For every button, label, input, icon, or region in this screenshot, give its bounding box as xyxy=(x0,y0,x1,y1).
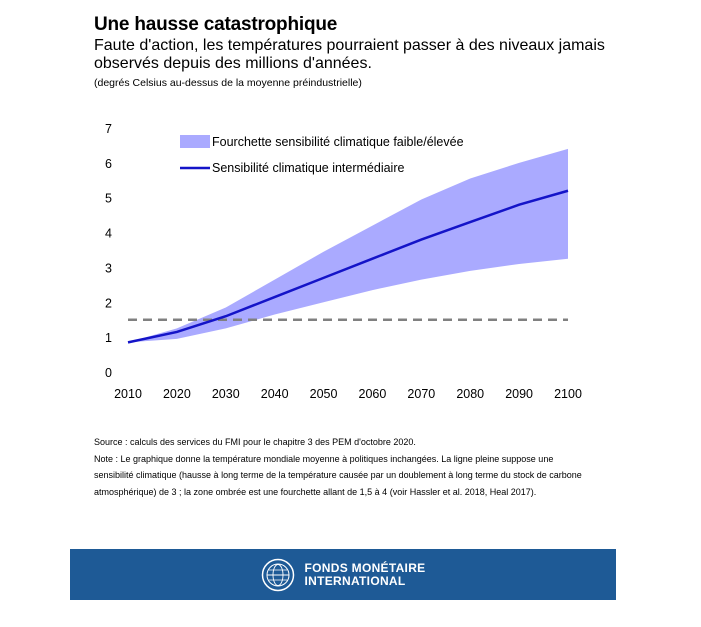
y-tick-label: 1 xyxy=(105,331,112,345)
x-tick-label: 2070 xyxy=(407,387,435,401)
y-tick-label: 7 xyxy=(105,122,112,136)
x-tick-label: 2090 xyxy=(505,387,533,401)
y-tick-label: 4 xyxy=(105,227,112,241)
chart-title: Une hausse catastrophique xyxy=(94,14,338,35)
source-note: Source : calculs des services du FMI pou… xyxy=(94,437,416,447)
unit-label: (degrés Celsius au-dessus de la moyenne … xyxy=(94,77,362,89)
x-tick-label: 2010 xyxy=(114,387,142,401)
imf-seal-icon xyxy=(261,558,294,591)
y-tick-label: 5 xyxy=(105,192,112,206)
legend-label-band: Fourchette sensibilité climatique faible… xyxy=(212,135,464,149)
chart-subtitle: Faute d'action, les températures pourrai… xyxy=(94,37,605,72)
y-tick-label: 3 xyxy=(105,261,112,275)
sensitivity-range-band xyxy=(128,148,568,343)
notes: Source : calculs des services du FMI pou… xyxy=(94,434,594,500)
chart-area: 0 1 2 3 4 5 6 7 2010 2020 2030 2040 2050 2060 2070 2080… xyxy=(105,122,582,401)
x-tick-label: 2020 xyxy=(163,387,191,401)
x-tick-label: 2050 xyxy=(310,387,338,401)
footer-brand: FONDS MONÉTAIRE INTERNATIONAL xyxy=(304,560,426,588)
x-tick-label: 2100 xyxy=(554,387,582,401)
intermediate-sensitivity-line xyxy=(127,189,569,344)
x-tick-label: 2040 xyxy=(261,387,289,401)
y-tick-label: 2 xyxy=(105,296,112,310)
legend-swatch-band xyxy=(180,135,210,148)
footer-line-2: INTERNATIONAL xyxy=(304,573,406,588)
x-tick-label: 2080 xyxy=(456,387,484,401)
footer-banner: FONDS MONÉTAIRE INTERNATIONAL xyxy=(70,549,616,600)
legend-label-line: Sensibilité climatique intermédiaire xyxy=(212,161,404,175)
methodology-note: Note : Le graphique donne la température… xyxy=(94,453,582,497)
footer-line-1: FONDS MONÉTAIRE xyxy=(304,560,426,575)
x-tick-label: 2030 xyxy=(212,387,240,401)
y-tick-label: 0 xyxy=(105,366,112,380)
y-tick-label: 6 xyxy=(105,157,112,171)
x-tick-label: 2060 xyxy=(359,387,387,401)
